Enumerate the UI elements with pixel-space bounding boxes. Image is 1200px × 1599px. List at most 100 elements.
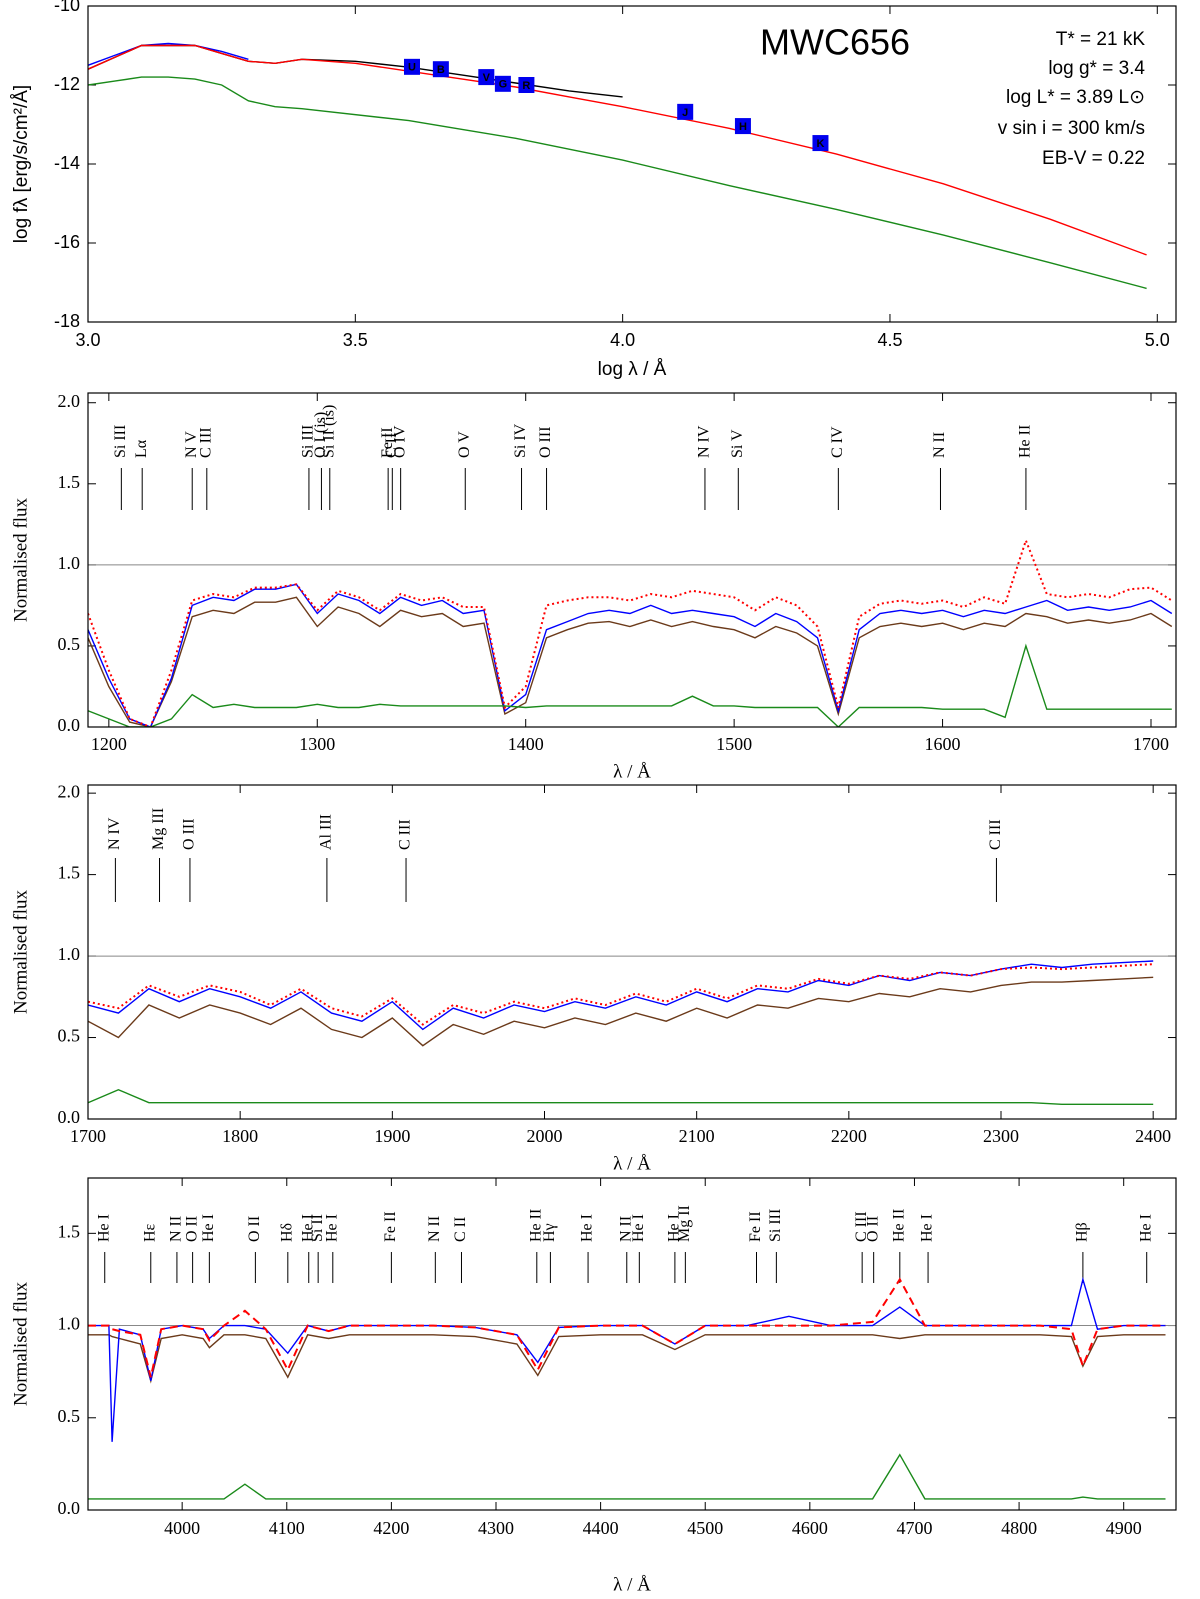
line-id-label: Fe II: [382, 1211, 399, 1242]
y-tick-label: 0.0: [58, 715, 81, 735]
y-tick-label: 0.0: [58, 1498, 81, 1518]
x-tick-label: 5.0: [1145, 330, 1170, 350]
line-id-label: He I: [200, 1214, 217, 1242]
photometry-label: G: [499, 79, 508, 91]
line-id-label: O IV: [391, 425, 408, 458]
photometry-point: [494, 75, 511, 92]
line-id-label: He II: [527, 1209, 544, 1242]
line-id-label: Fe II: [379, 427, 396, 458]
x-tick-label: 1600: [925, 734, 961, 754]
x-tick-label: 2400: [1135, 1126, 1171, 1146]
star-name: MWC656: [760, 22, 910, 63]
panel: log λ / Å log fλ [erg/s/cm²/Å] 3.0 3.5 4.0 4.…: [11, 0, 1177, 380]
spectrum-line: [88, 44, 1147, 256]
line-id-label: Hβ: [1074, 1222, 1091, 1242]
line-id-label: O III: [537, 426, 554, 458]
x-tick-label: 4300: [478, 1518, 514, 1538]
line-id-label: C III: [853, 1211, 870, 1242]
line-id-label: N II: [931, 432, 948, 458]
x-tick-label: 1400: [508, 734, 544, 754]
y-tick-label: -12: [54, 74, 80, 94]
y-tick-label: 1.5: [58, 863, 81, 883]
y-tick-label: 1.0: [58, 1314, 81, 1334]
photometry-label: K: [816, 138, 824, 150]
y-tick-label: -18: [54, 311, 80, 331]
line-id-label: He I: [919, 1214, 936, 1242]
x-tick-label: 1700: [1133, 734, 1169, 754]
photometry-point: [478, 69, 495, 86]
panel: λ / Å Normalised flux 1200 1300 1400 1500 1600…: [10, 391, 1177, 782]
spectrum-line: [88, 963, 1154, 1026]
y-tick-label: 0.5: [58, 634, 81, 654]
line-id-label: He I: [666, 1214, 683, 1242]
y-tick-label: 0.0: [58, 1107, 81, 1127]
x-tick-label: 1700: [70, 1126, 106, 1146]
y-tick-label: -14: [54, 153, 80, 173]
photometry-point: [812, 135, 829, 152]
line-id-label: Si II (is): [320, 405, 337, 458]
x-tick-label: 2100: [679, 1126, 715, 1146]
x-axis-label: λ / Å: [613, 761, 651, 782]
line-id-label: O II: [183, 1216, 200, 1242]
photometry-label: V: [483, 72, 491, 84]
photometry-label: H: [739, 121, 747, 133]
y-tick-label: 1.5: [58, 1221, 81, 1241]
line-id-label: O V: [456, 431, 473, 458]
line-id-label: N V: [183, 431, 200, 458]
spectrum-line: [88, 643, 1172, 727]
photometry-point: [432, 61, 449, 78]
x-tick-label: 2000: [527, 1126, 563, 1146]
x-axis-label: λ / Å: [613, 1153, 651, 1174]
line-id-label: He II: [1017, 425, 1034, 458]
spectrum-line: [88, 42, 249, 66]
line-id-label: C II: [383, 433, 400, 458]
line-id-label: Si III: [300, 425, 317, 458]
line-id-label: He I: [579, 1214, 596, 1242]
photometry-label: B: [437, 64, 445, 76]
line-id-label: O III: [181, 818, 198, 850]
panel: λ / Å Normalised flux 4000 4100 4200 4300 4400…: [10, 1177, 1177, 1595]
line-id-label: Fe II: [747, 1211, 764, 1242]
photometry-label: R: [522, 80, 530, 92]
x-tick-label: 2200: [831, 1126, 867, 1146]
photometry-label: J: [682, 107, 688, 119]
line-id-label: Lα: [133, 439, 150, 458]
photometry-point: [403, 58, 420, 75]
y-axis-label: Normalised flux: [10, 1282, 31, 1407]
spectrum-line: [88, 583, 1173, 727]
line-id-label: N IV: [106, 817, 123, 850]
line-id-label: He I: [1137, 1214, 1154, 1242]
spectrum-line: [88, 596, 1173, 727]
y-tick-label: 2.0: [58, 391, 81, 411]
x-tick-label: 1800: [222, 1126, 258, 1146]
line-id-label: He II: [890, 1209, 907, 1242]
x-tick-label: 3.0: [75, 330, 100, 350]
line-id-label: Si III: [767, 1209, 784, 1242]
line-id-label: Si V: [729, 429, 746, 458]
x-tick-label: 1900: [374, 1126, 410, 1146]
x-axis-label: log λ / Å: [598, 359, 667, 380]
line-id-label: N II: [168, 1216, 185, 1242]
y-axis-label: Normalised flux: [10, 498, 31, 623]
line-id-label: Hε: [141, 1223, 158, 1242]
line-id-label: Hδ: [278, 1223, 295, 1242]
spectrum-line: [88, 1277, 1166, 1378]
parameter-label: v sin i = 300 km/s: [998, 118, 1145, 139]
spectrum-line: [88, 1334, 1166, 1384]
y-tick-label: 1.0: [58, 553, 81, 573]
spectrum-line: [88, 44, 623, 98]
x-tick-label: 4700: [896, 1518, 932, 1538]
plot-frame: [87, 5, 1177, 323]
y-axis-label: log fλ [erg/s/cm²/Å]: [11, 85, 32, 243]
line-id-label: N II: [617, 1216, 634, 1242]
y-tick-label: 1.5: [58, 472, 81, 492]
x-tick-label: 2300: [983, 1126, 1019, 1146]
y-axis-label: Normalised flux: [10, 890, 31, 1015]
spectrum-line: [88, 537, 1173, 727]
line-id-label: Mg III: [150, 808, 167, 850]
photometry-point: [677, 103, 694, 120]
y-tick-label: 2.0: [58, 781, 81, 801]
spectrum-line: [88, 1453, 1166, 1500]
plot-frame: [87, 784, 1177, 1120]
